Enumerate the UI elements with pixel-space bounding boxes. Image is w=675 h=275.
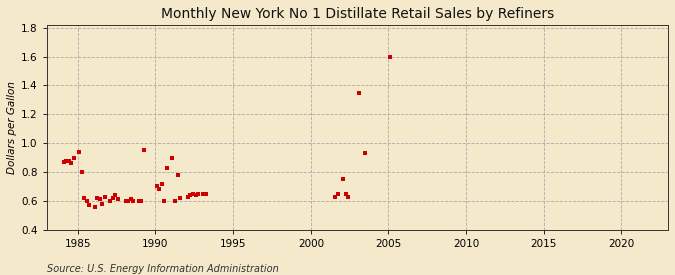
- Point: [169, 199, 180, 203]
- Title: Monthly New York No 1 Distillate Retail Sales by Refiners: Monthly New York No 1 Distillate Retail …: [161, 7, 554, 21]
- Point: [333, 191, 344, 196]
- Point: [157, 182, 167, 186]
- Point: [110, 193, 121, 197]
- Point: [138, 148, 149, 153]
- Point: [340, 191, 351, 196]
- Point: [79, 196, 90, 200]
- Point: [107, 196, 118, 200]
- Text: Source: U.S. Energy Information Administration: Source: U.S. Energy Information Administ…: [47, 264, 279, 274]
- Point: [193, 191, 204, 196]
- Point: [353, 90, 364, 95]
- Point: [123, 199, 134, 203]
- Point: [113, 197, 124, 202]
- Point: [84, 203, 95, 207]
- Point: [92, 196, 103, 200]
- Point: [188, 191, 198, 196]
- Point: [126, 197, 136, 202]
- Point: [136, 199, 146, 203]
- Point: [74, 150, 84, 154]
- Point: [360, 151, 371, 155]
- Y-axis label: Dollars per Gallon: Dollars per Gallon: [7, 81, 17, 174]
- Point: [175, 196, 186, 200]
- Point: [200, 191, 211, 196]
- Point: [154, 187, 165, 192]
- Point: [338, 177, 348, 182]
- Point: [120, 199, 131, 203]
- Point: [66, 161, 77, 166]
- Point: [167, 155, 178, 160]
- Point: [134, 199, 144, 203]
- Point: [95, 197, 105, 202]
- Point: [330, 194, 341, 199]
- Point: [97, 202, 108, 206]
- Point: [159, 199, 170, 203]
- Point: [76, 170, 87, 174]
- Point: [190, 193, 201, 197]
- Point: [198, 191, 209, 196]
- Point: [105, 199, 115, 203]
- Point: [82, 199, 92, 203]
- Point: [61, 158, 72, 163]
- Point: [128, 199, 139, 203]
- Point: [100, 194, 111, 199]
- Point: [63, 158, 74, 163]
- Point: [162, 166, 173, 170]
- Point: [384, 54, 395, 59]
- Point: [89, 205, 100, 209]
- Point: [182, 194, 193, 199]
- Point: [343, 194, 354, 199]
- Point: [172, 173, 183, 177]
- Point: [58, 160, 69, 164]
- Point: [69, 155, 80, 160]
- Point: [185, 193, 196, 197]
- Point: [151, 184, 162, 189]
